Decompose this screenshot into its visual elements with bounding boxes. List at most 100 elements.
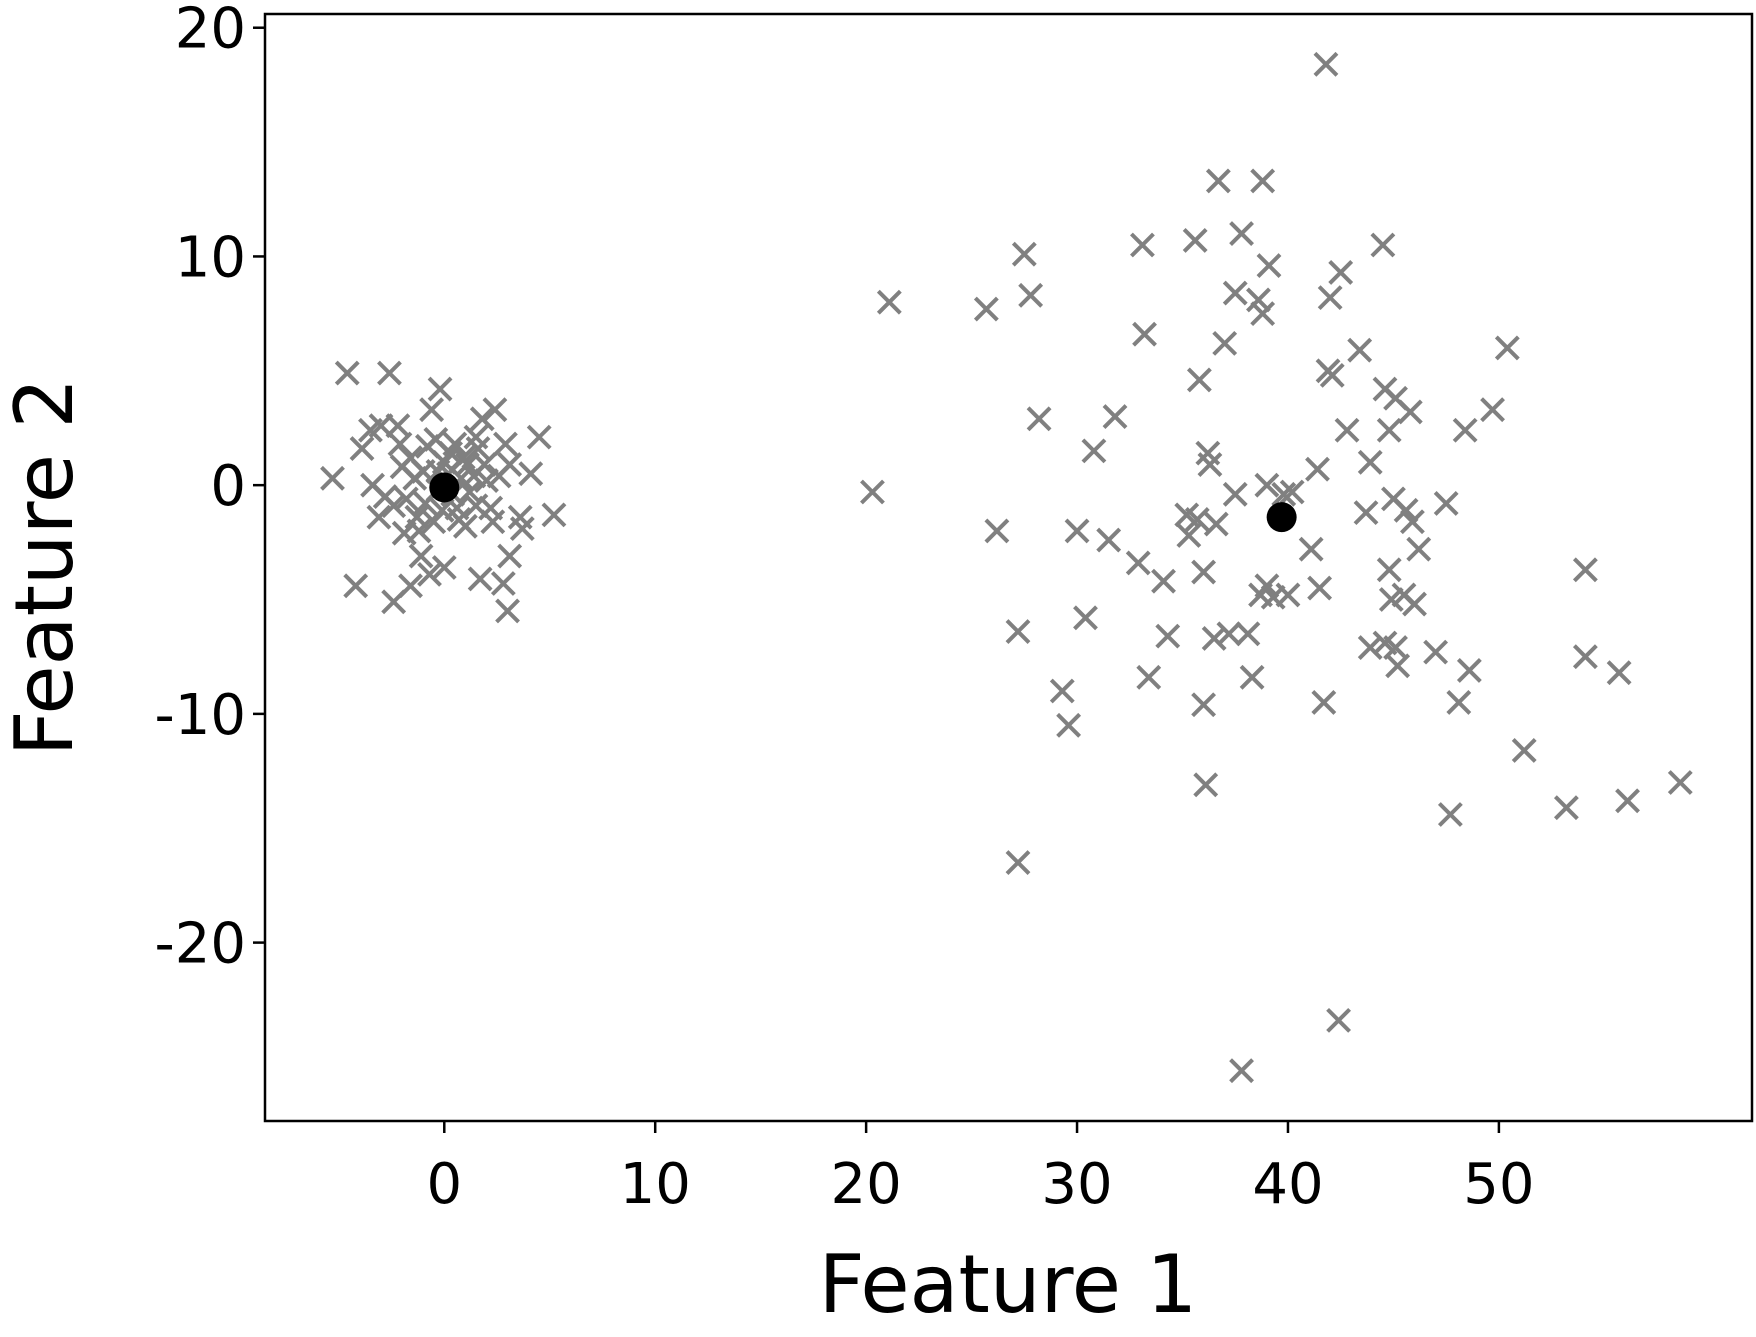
y-axis-title: Feature 2: [0, 378, 91, 757]
y-tick-label: -20: [155, 912, 246, 977]
data-point: [1317, 285, 1343, 311]
data-point: [478, 495, 504, 521]
data-point: [490, 571, 516, 596]
data-point: [1246, 287, 1271, 313]
data-point: [1136, 664, 1162, 690]
data-point: [343, 573, 369, 599]
data-point: [419, 397, 445, 423]
data-point: [467, 566, 493, 592]
data-point: [1132, 321, 1157, 347]
data-point: [1096, 527, 1122, 553]
data-point: [973, 296, 999, 322]
data-point: [1197, 452, 1223, 477]
data-point: [398, 573, 423, 599]
x-tick-label: 30: [1041, 1152, 1112, 1217]
data-point: [860, 479, 885, 505]
data-point: [1064, 518, 1090, 544]
data-point: [518, 461, 544, 487]
data-point: [457, 479, 483, 505]
data-point: [1423, 639, 1449, 665]
data-point: [1254, 573, 1280, 599]
data-point: [1125, 550, 1151, 576]
data-point: [1155, 623, 1181, 649]
data-point: [431, 449, 457, 475]
data-point: [486, 463, 512, 489]
data-point: [1400, 509, 1425, 535]
data-point: [1049, 678, 1075, 704]
x-axis-title: Feature 1: [819, 1238, 1198, 1331]
y-tick-label: 0: [210, 454, 246, 519]
data-point: [1256, 253, 1282, 279]
data-point: [1480, 397, 1505, 423]
data-point: [495, 598, 520, 624]
data-point: [398, 445, 423, 471]
data-point: [402, 465, 428, 491]
data-point: [1275, 582, 1301, 608]
data-point: [1229, 1058, 1254, 1084]
plot-frame: [263, 12, 1754, 1123]
data-point: [1376, 557, 1402, 583]
data-point: [1176, 523, 1202, 548]
data-point: [1572, 557, 1598, 583]
data-point: [1305, 456, 1330, 482]
data-point: [1328, 260, 1354, 285]
x-axis-ticks: 0 10 20 30 40 50: [426, 1121, 1535, 1217]
data-point: [1216, 621, 1242, 647]
data-point: [1572, 644, 1598, 670]
data-point: [1353, 500, 1379, 526]
data-point: [1307, 575, 1333, 601]
data-point: [1397, 399, 1423, 425]
data-point: [1511, 738, 1537, 763]
x-tick-label: 10: [620, 1152, 691, 1217]
y-tick-label: -10: [155, 683, 246, 748]
data-point: [1385, 653, 1411, 679]
data-point: [1250, 301, 1276, 327]
data-point: [429, 497, 455, 523]
data-point: [1193, 772, 1219, 798]
data-point: [461, 463, 487, 489]
data-point: [431, 555, 457, 580]
data-point: [1073, 605, 1098, 631]
data-point: [404, 504, 430, 530]
data-point: [1254, 472, 1280, 498]
data-point: [1437, 802, 1463, 827]
data-point: [1393, 497, 1419, 523]
data-point: [1186, 367, 1212, 393]
data-point: [1357, 449, 1383, 475]
y-tick-label: 20: [175, 0, 246, 62]
data-point: [1319, 362, 1345, 388]
y-axis-ticks: -20 -10 0 10 20: [155, 0, 265, 977]
data-point: [1005, 850, 1031, 875]
data-point: [393, 486, 419, 512]
data-point: [1370, 232, 1396, 258]
x-tick-label: 40: [1252, 1152, 1323, 1217]
data-point: [1376, 417, 1402, 443]
data-point: [1494, 335, 1520, 361]
data-point: [1130, 232, 1155, 258]
data-point: [1102, 404, 1128, 429]
data-point: [1056, 712, 1082, 738]
data-point: [1235, 621, 1261, 647]
data-point: [366, 504, 392, 530]
data-point: [391, 520, 417, 546]
data-point: [1347, 337, 1373, 363]
data-point: [1456, 658, 1482, 683]
data-point: [465, 436, 491, 461]
data-point: [1298, 536, 1324, 562]
data-point: [493, 431, 518, 457]
data-point: [1191, 559, 1217, 585]
data-point: [1081, 438, 1107, 464]
data-point: [408, 543, 434, 569]
data-point: [507, 504, 533, 530]
data-point: [1326, 1007, 1352, 1033]
data-point: [1239, 664, 1265, 690]
data-point: [1250, 168, 1276, 194]
data-point: [541, 502, 567, 528]
cluster-center: [1266, 502, 1297, 533]
data-point: [1203, 511, 1229, 537]
data-point: [446, 507, 472, 532]
data-point: [1191, 692, 1217, 718]
data-point: [1357, 635, 1383, 660]
data-point: [1184, 507, 1210, 532]
